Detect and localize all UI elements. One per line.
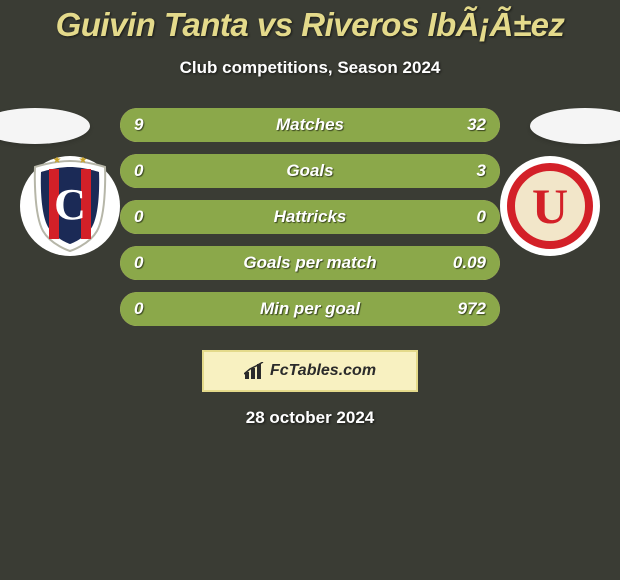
stat-label: Matches (276, 115, 344, 135)
club-left-shield: C ★ ★ (27, 158, 113, 254)
stat-label: Goals per match (243, 253, 376, 273)
svg-text:C: C (54, 180, 86, 229)
stat-value-left: 0 (134, 207, 143, 227)
stat-label: Min per goal (260, 299, 360, 319)
player-left-column: C ★ ★ (0, 108, 120, 256)
footer-date: 28 october 2024 (0, 408, 620, 428)
stat-label: Hattricks (274, 207, 347, 227)
stat-bar: 0 Hattricks 0 (120, 200, 500, 234)
stat-value-right: 972 (458, 299, 486, 319)
stat-bar-fill-left (120, 108, 204, 142)
player-right-avatar-placeholder (530, 108, 620, 144)
subtitle: Club competitions, Season 2024 (0, 58, 620, 78)
stat-value-right: 32 (467, 115, 486, 135)
club-right-badge: U (507, 163, 593, 249)
shield-icon: C ★ ★ (27, 157, 113, 255)
brand-text: FcTables.com (270, 362, 376, 380)
stat-value-left: 0 (134, 299, 143, 319)
player-left-avatar-placeholder (0, 108, 90, 144)
stat-label: Goals (286, 161, 333, 181)
stat-value-right: 3 (477, 161, 486, 181)
club-right-logo: U (500, 156, 600, 256)
svg-text:★: ★ (53, 157, 62, 166)
stat-bar: 0 Min per goal 972 (120, 292, 500, 326)
stat-bar: 0 Goals per match 0.09 (120, 246, 500, 280)
stat-value-left: 0 (134, 253, 143, 273)
stat-value-right: 0.09 (453, 253, 486, 273)
brand-box: FcTables.com (202, 350, 418, 392)
stat-bar-fill-right (204, 108, 500, 142)
stat-value-right: 0 (477, 207, 486, 227)
club-right-letter: U (532, 177, 568, 235)
bar-chart-icon (244, 362, 266, 380)
page-title: Guivin Tanta vs Riveros IbÃ¡Ã±ez (0, 0, 620, 44)
stat-bar: 0 Goals 3 (120, 154, 500, 188)
stat-bars: 9 Matches 32 0 Goals 3 0 Hattricks 0 0 Goals per m… (120, 108, 500, 326)
svg-text:★: ★ (79, 157, 88, 166)
player-right-column: U (500, 108, 620, 256)
club-left-logo: C ★ ★ (20, 156, 120, 256)
stat-bar: 9 Matches 32 (120, 108, 500, 142)
stat-value-left: 9 (134, 115, 143, 135)
main-row: C ★ ★ 9 Matches 32 0 Goals 3 0 Hattricks 0 0 Goals… (0, 108, 620, 326)
stat-value-left: 0 (134, 161, 143, 181)
comparison-card: Guivin Tanta vs Riveros IbÃ¡Ã±ez Club co… (0, 0, 620, 580)
